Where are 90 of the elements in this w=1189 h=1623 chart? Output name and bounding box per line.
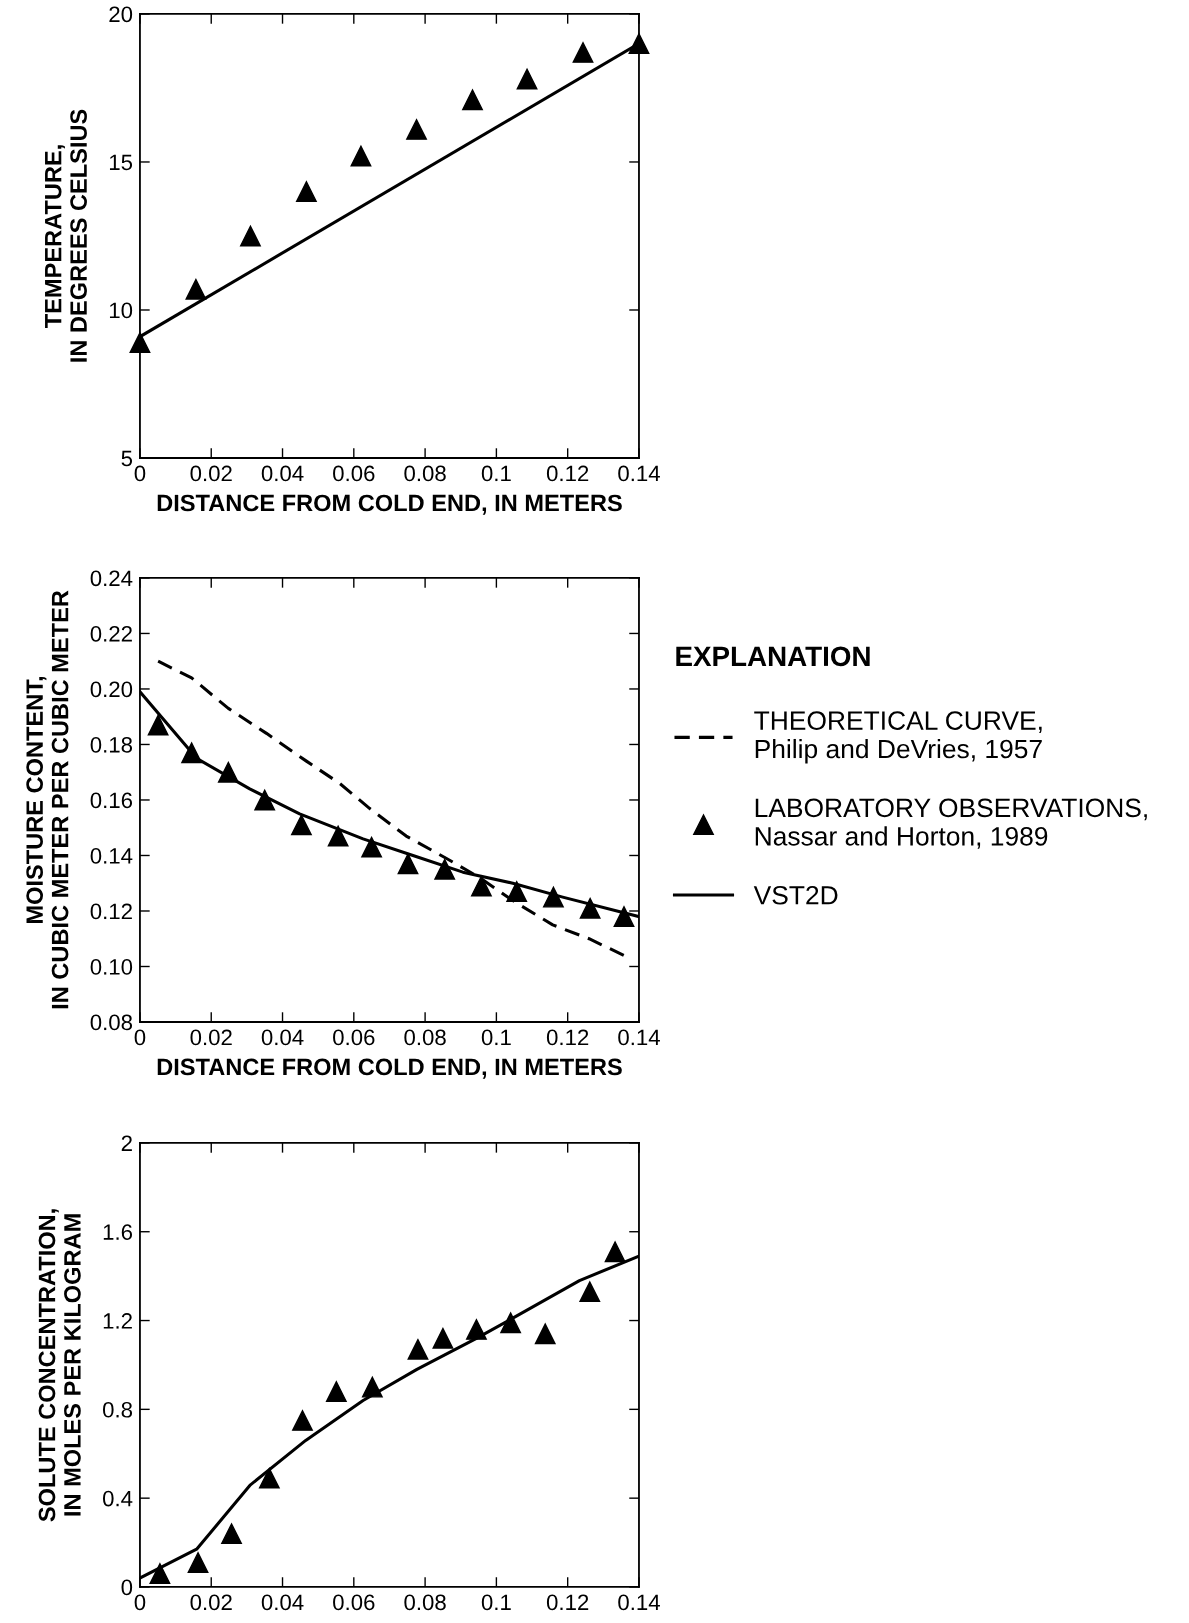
x-tick-label: 0.08 bbox=[404, 1594, 446, 1611]
point bbox=[187, 1552, 209, 1573]
point bbox=[434, 858, 456, 880]
x-tick-label: 0.02 bbox=[190, 1029, 232, 1046]
x-tick-label: 0.02 bbox=[190, 465, 232, 482]
x-tick-label: 0.12 bbox=[546, 1594, 589, 1611]
point bbox=[462, 89, 483, 111]
y-axis-title: MOISTURE CONTENT, IN CUBIC METER PER CUBIC METER bbox=[26, 590, 69, 1009]
x-tick-label: 0.06 bbox=[333, 465, 375, 482]
x-tick-label: 0 bbox=[134, 1029, 146, 1046]
legend-label: LABORATORY OBSERVATIONS, Nassar and Horton, 1989 bbox=[755, 798, 1147, 849]
y-axis-title: SOLUTE CONCENTRATION, IN MOLES PER KILOGRAM bbox=[38, 1209, 81, 1522]
point bbox=[350, 145, 372, 167]
legend-label: VST2D bbox=[753, 885, 838, 905]
x-tick-label: 0.12 bbox=[546, 1029, 589, 1046]
y-tick-label: 0.14 bbox=[90, 848, 133, 864]
y-tick-label: 0.18 bbox=[90, 737, 133, 753]
y-tick-label: 0.4 bbox=[102, 1490, 133, 1507]
y-axis-title: TEMPERATURE, IN DEGREES CELSIUS bbox=[45, 109, 87, 362]
point bbox=[534, 1323, 556, 1345]
point bbox=[290, 814, 312, 836]
y-tick-label: 0.24 bbox=[90, 570, 133, 587]
x-tick-label: 0.1 bbox=[481, 1594, 511, 1611]
point bbox=[292, 1410, 313, 1431]
point bbox=[325, 1381, 347, 1403]
y-tick-label: 0.8 bbox=[102, 1401, 133, 1418]
point bbox=[240, 225, 261, 247]
point bbox=[149, 1563, 171, 1585]
legend-label: THEORETICAL CURVE, Philip and DeVries, 1957 bbox=[754, 711, 1042, 764]
point bbox=[221, 1523, 242, 1545]
y-tick-label: 10 bbox=[109, 302, 133, 319]
point bbox=[628, 33, 650, 54]
point bbox=[579, 897, 601, 919]
x-tick-label: 0.06 bbox=[333, 1594, 375, 1611]
x-tick-label: 0.12 bbox=[546, 465, 589, 482]
x-tick-label: 0.06 bbox=[333, 1029, 375, 1046]
y-tick-label: 2 bbox=[121, 1135, 132, 1151]
x-tick-label: 0.14 bbox=[618, 465, 660, 482]
x-tick-label: 0.14 bbox=[618, 1029, 660, 1046]
point bbox=[432, 1327, 454, 1349]
x-axis-title: DISTANCE FROM COLD END, IN METERS bbox=[157, 1058, 622, 1079]
point bbox=[258, 1467, 280, 1489]
point bbox=[295, 181, 317, 202]
point bbox=[579, 1281, 601, 1303]
x-tick-label: 0 bbox=[134, 1594, 146, 1611]
x-tick-label: 0.1 bbox=[481, 1029, 511, 1046]
point bbox=[181, 742, 203, 764]
y-tick-label: 15 bbox=[109, 154, 133, 171]
y-tick-label: 0.16 bbox=[90, 792, 133, 809]
x-tick-label: 0.14 bbox=[618, 1594, 660, 1611]
point bbox=[361, 1376, 383, 1398]
point bbox=[613, 906, 635, 927]
point bbox=[543, 886, 564, 908]
point bbox=[604, 1241, 626, 1263]
x-tick-label: 0.08 bbox=[404, 1029, 446, 1046]
y-tick-label: 0.20 bbox=[90, 681, 133, 698]
point bbox=[361, 836, 383, 858]
y-tick-label: 0.22 bbox=[90, 625, 132, 642]
point bbox=[466, 1319, 487, 1340]
x-tick-label: 0.04 bbox=[261, 1029, 304, 1046]
point bbox=[572, 42, 594, 63]
y-tick-label: 20 bbox=[109, 6, 133, 23]
y-tick-label: 0 bbox=[121, 1579, 133, 1596]
y-tick-label: 1.2 bbox=[103, 1313, 132, 1329]
point bbox=[217, 761, 239, 783]
x-tick-label: 0.08 bbox=[404, 465, 446, 482]
point bbox=[185, 278, 207, 300]
x-tick-label: 0.1 bbox=[481, 465, 511, 482]
x-axis-title: DISTANCE FROM COLD END, IN METERS bbox=[157, 494, 622, 515]
x-tick-label: 0.04 bbox=[261, 465, 304, 482]
x-tick-label: 0.04 bbox=[261, 1594, 304, 1611]
y-tick-label: 1.6 bbox=[103, 1224, 133, 1240]
legend-title: EXPLANATION bbox=[676, 646, 870, 667]
point bbox=[129, 332, 151, 353]
point bbox=[254, 789, 276, 811]
y-tick-label: 0.08 bbox=[90, 1014, 133, 1031]
point bbox=[516, 68, 538, 90]
y-tick-label: 0.10 bbox=[90, 959, 133, 975]
x-tick-label: 0.02 bbox=[190, 1594, 232, 1611]
point bbox=[327, 825, 349, 847]
point bbox=[506, 881, 528, 902]
y-tick-label: 5 bbox=[121, 450, 133, 467]
point bbox=[500, 1312, 522, 1334]
y-tick-label: 0.12 bbox=[90, 903, 132, 920]
point bbox=[407, 1338, 429, 1360]
point bbox=[406, 118, 427, 140]
point bbox=[147, 714, 169, 736]
point bbox=[471, 875, 492, 897]
point bbox=[397, 853, 419, 875]
x-tick-label: 0 bbox=[134, 465, 146, 482]
